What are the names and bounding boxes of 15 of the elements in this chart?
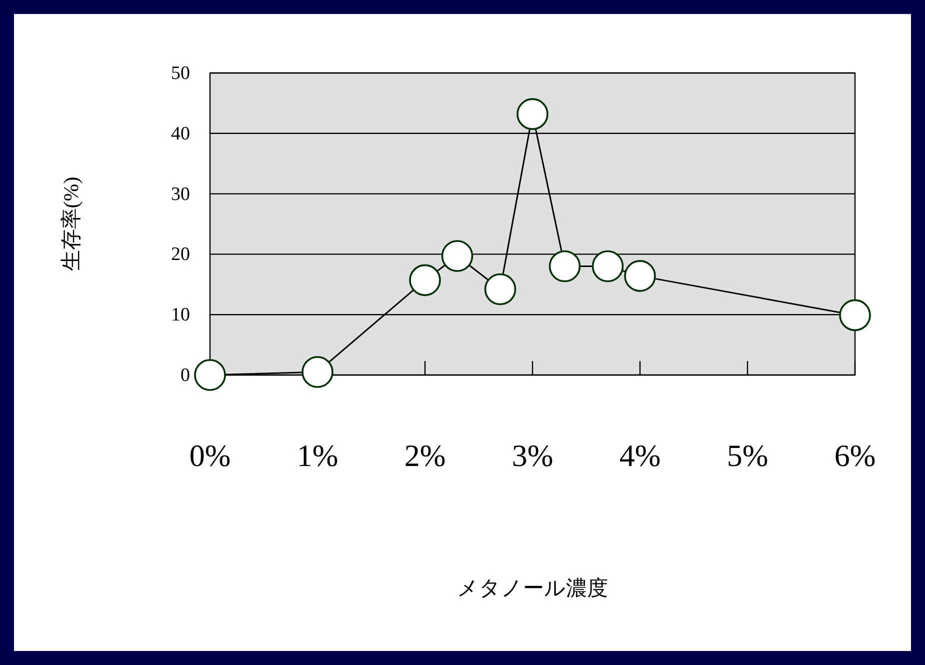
y-tick-label: 10 — [171, 304, 190, 326]
x-tick-label: 4% — [619, 438, 661, 473]
x-tick-label: 6% — [834, 438, 876, 473]
x-axis-title: メタノール濃度 — [457, 576, 608, 600]
y-tick-label: 40 — [171, 123, 190, 144]
y-tick-label: 0 — [180, 365, 190, 386]
y-tick-label: 50 — [171, 63, 190, 84]
y-tick-label: 30 — [171, 184, 190, 205]
x-tick-label: 5% — [726, 438, 768, 473]
y-tick-label: 20 — [171, 244, 190, 266]
x-tick-label: 2% — [404, 438, 446, 473]
x-tick-label: 3% — [512, 438, 554, 473]
x-tick-label: 1% — [296, 438, 338, 473]
x-tick-label: 0% — [189, 438, 231, 473]
y-axis-title: 生存率(%) — [59, 176, 83, 272]
